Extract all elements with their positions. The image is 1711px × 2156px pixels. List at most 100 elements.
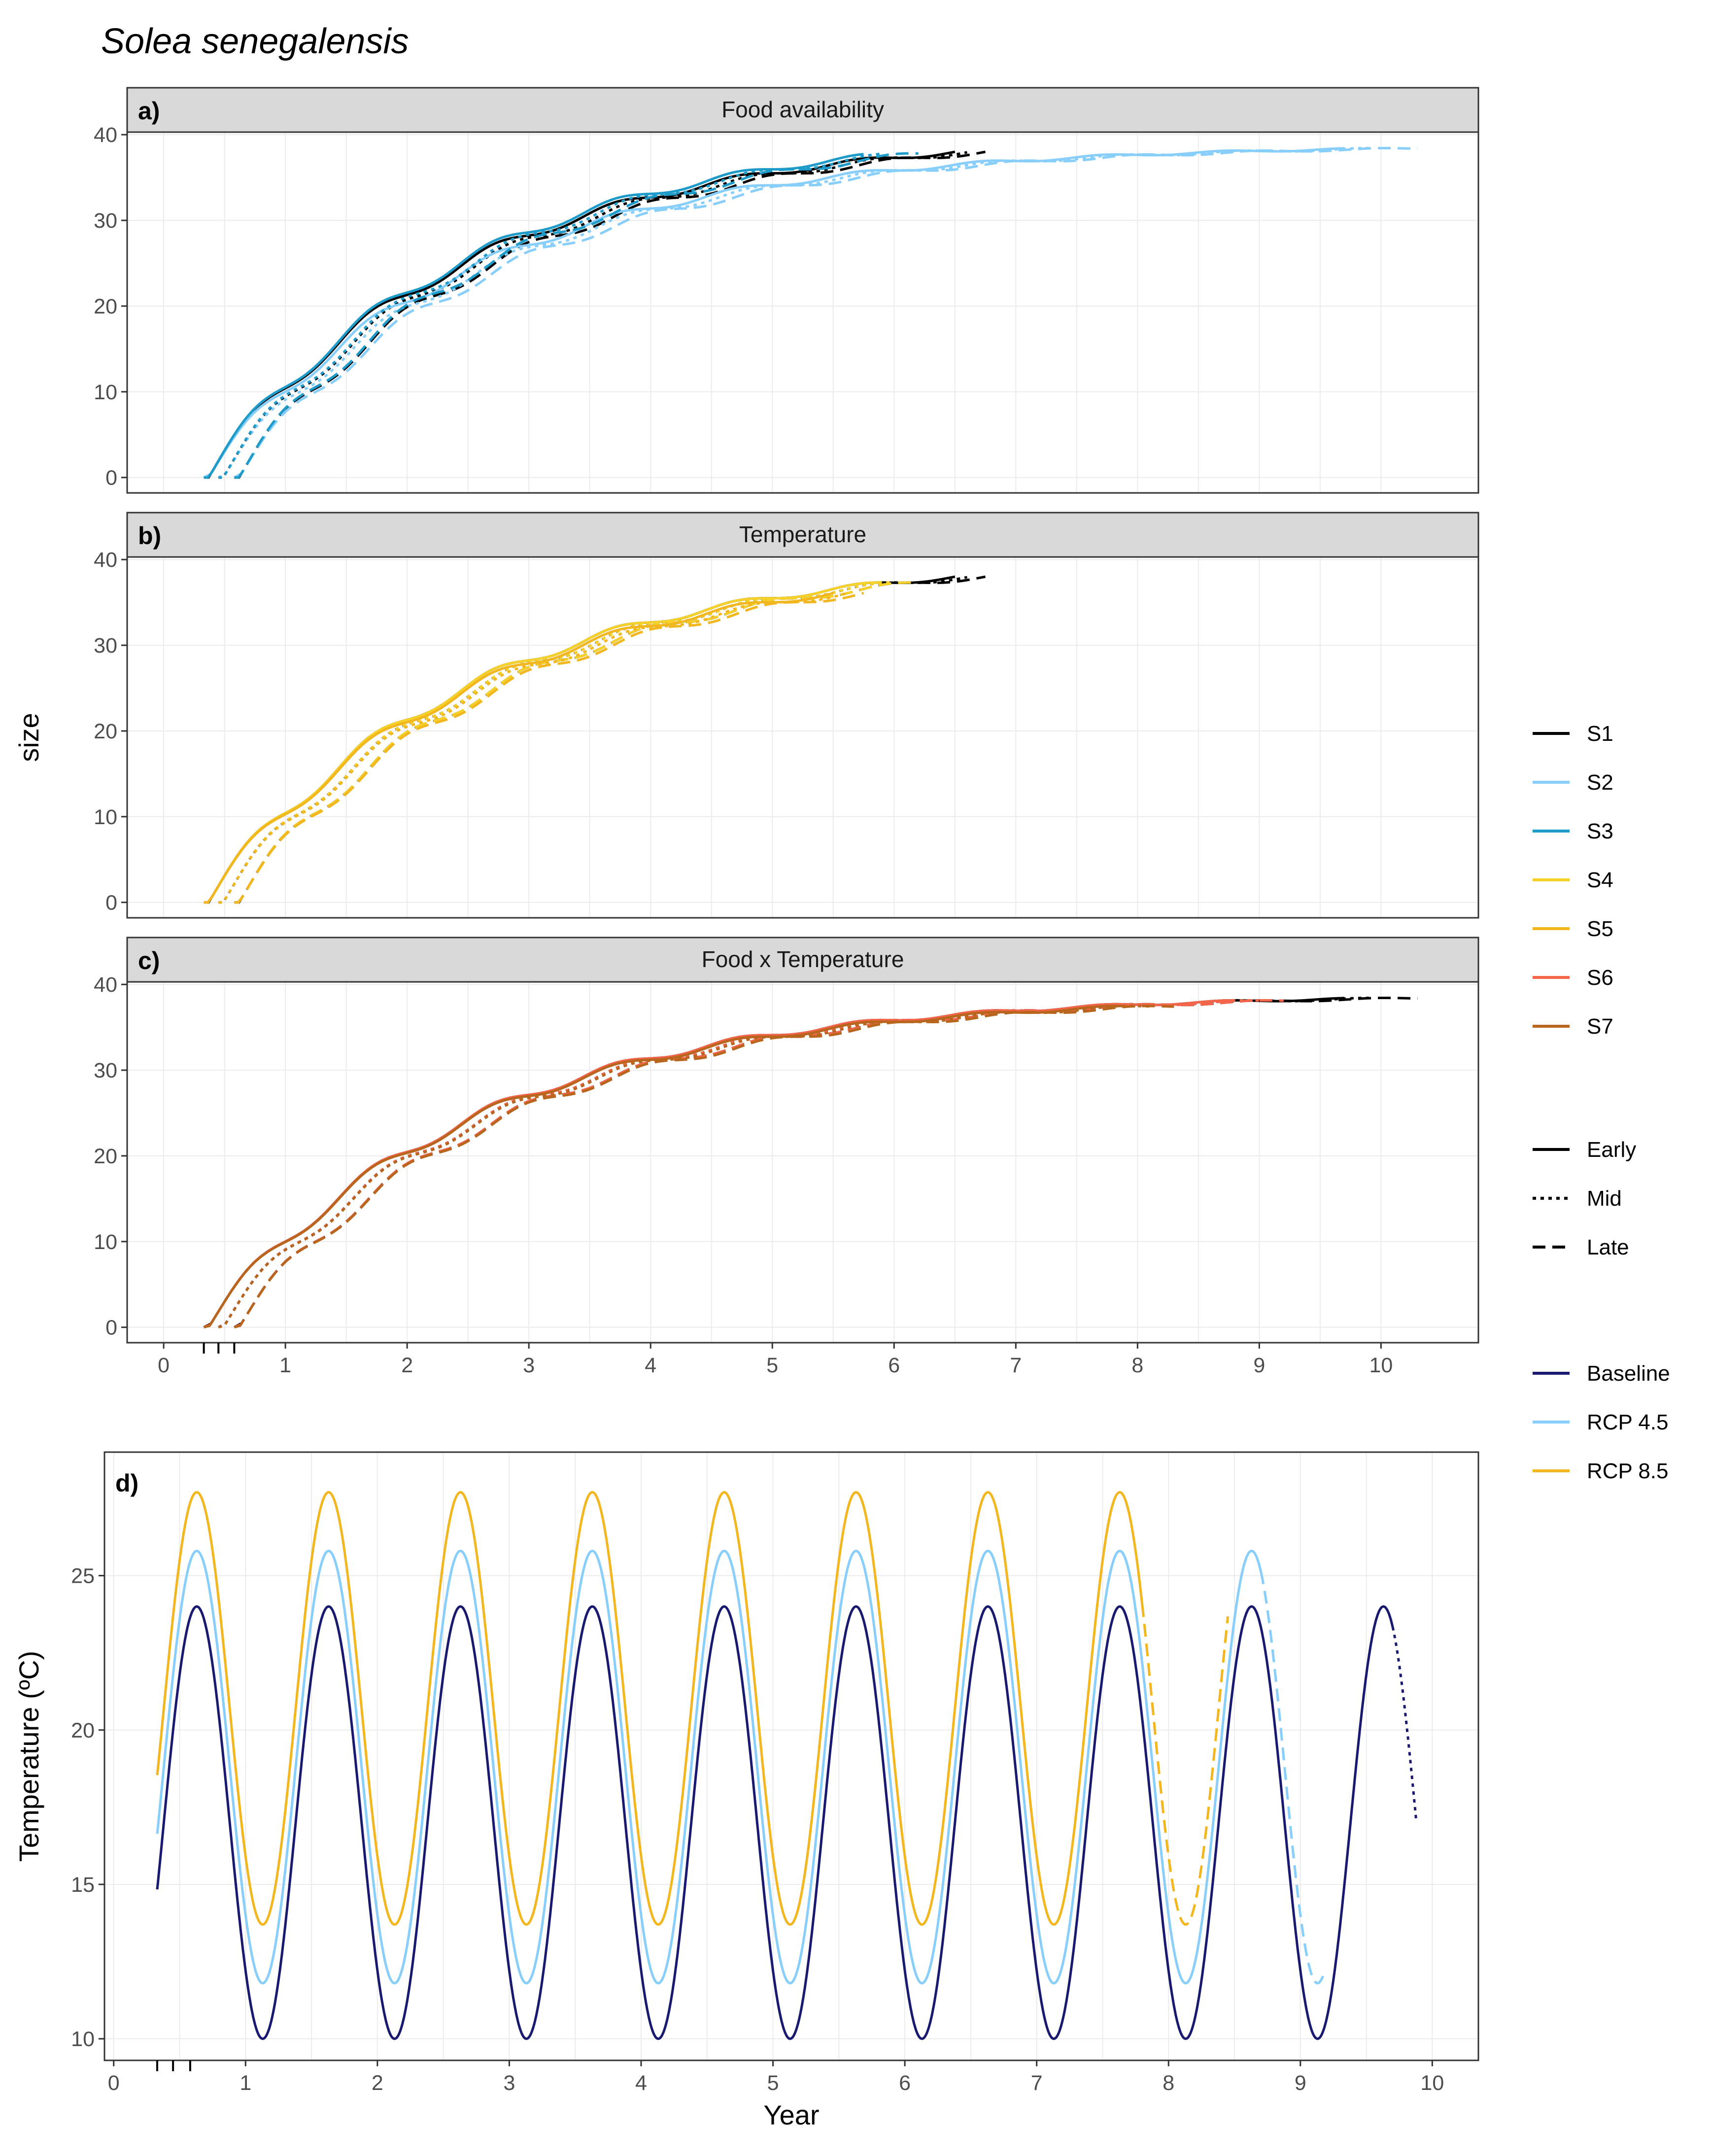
legend: S1 S2 S3 S4 S5 S6 S7 Early Mid Late Baseline RCP 4.… [1533,722,1670,1483]
y-tick-label: 20 [94,295,117,318]
series-rcp-8-5-solid [156,1491,1144,1926]
panel-background [127,132,1478,493]
y-tick-label: 20 [71,1719,95,1742]
y-tick-label: 20 [94,1145,117,1168]
strip-label: Temperature [739,522,866,547]
series-s5-early [204,591,834,904]
x-tick-label: 4 [645,1354,656,1377]
x-tick-label: 3 [523,1354,535,1377]
y-tick-label: 30 [94,209,117,233]
series-s3-late [234,152,919,479]
x-tick-label: 2 [401,1354,413,1377]
y-tick-label: 0 [105,466,117,490]
legend-item-s2: S2 [1533,770,1613,795]
x-tick-label: 1 [240,2071,251,2095]
x-tick-label: 9 [1253,1354,1265,1377]
series-s3-early [204,153,864,479]
y-tick-label: 20 [94,720,117,743]
panel-d: d) 10 15 20 25 0 1 2 3 4 5 6 7 8 9 10 Year Temperature (º… [13,1451,1479,2130]
series-rcp-4-5-solid [156,1549,1262,1984]
y-tick-label: 10 [94,381,117,404]
legend-item-s6: S6 [1533,966,1613,990]
legend-label: S4 [1587,868,1613,892]
x-tick-label: 5 [767,2071,779,2095]
y-tick-label: 30 [94,634,117,658]
figure-title: Solea senegalensis [101,22,409,61]
panel-a: Food availability a) 0 10 20 30 40 [94,87,1479,494]
legend-label: S6 [1587,966,1613,990]
y-tick-label: 40 [94,973,117,997]
panel-border [103,1451,1479,2061]
series-s5-mid [218,592,846,904]
x-tick-label: 10 [1369,1354,1393,1377]
legend-label: S5 [1587,917,1613,941]
panel-b: Temperature b) 0 10 20 30 40 [94,512,1479,919]
panel-letter: b) [138,522,161,550]
legend-label: Early [1587,1138,1636,1162]
series-baseline-dotted [1391,1627,1418,1823]
x-tick-label: 8 [1131,1354,1143,1377]
series-s2-late [234,147,1418,479]
panel-border [126,131,1479,494]
series-s5-late [234,591,864,904]
panel-border [126,981,1479,1344]
series-baseline-solid [156,1605,1394,2040]
legend-label: S2 [1587,770,1613,795]
panel-letter: a) [138,97,160,125]
panel-c: Food x Temperature c) 0 10 20 30 40 0 1 2 3 4 5 6 7 8 9 1… [94,937,1479,1377]
legend-item-s5: S5 [1533,917,1613,941]
y-axis-title: Temperature (ºC) [13,1651,44,1862]
legend-label: Late [1587,1235,1629,1259]
legend-item-rcp-4-5: RCP 4.5 [1533,1410,1669,1434]
x-tick-label: 7 [1010,1354,1022,1377]
panel-letter: d) [115,1469,138,1497]
y-tick-label: 0 [105,891,117,915]
legend-label: S7 [1587,1014,1613,1039]
x-tick-label: 9 [1295,2071,1306,2095]
y-tick-label: 0 [105,1316,117,1340]
panel-background [104,1452,1478,2060]
x-tick-label: 0 [158,1354,170,1377]
legend-item-late: Late [1533,1235,1629,1259]
legend-label: RCP 8.5 [1587,1459,1669,1483]
panels-group: Food availabilitya)010203040Temperatureb… [13,87,1479,2130]
panel-background [127,557,1478,918]
y-tick-label: 25 [71,1565,95,1588]
x-tick-label: 6 [888,1354,900,1377]
panel-border [126,556,1479,919]
legend-label: Mid [1587,1186,1622,1211]
legend-item-s4: S4 [1533,868,1613,892]
panel-background [127,982,1478,1343]
strip-background [126,512,1479,558]
series-rcp-8-5-dashed [1141,1604,1230,1926]
y-tick-label: 40 [94,123,117,147]
x-tick-label: 5 [766,1354,778,1377]
legend-label: Baseline [1587,1361,1670,1386]
legend-item-early: Early [1533,1138,1636,1162]
legend-label: RCP 4.5 [1587,1410,1669,1434]
legend-item-s3: S3 [1533,819,1613,843]
strip-label: Food x Temperature [702,946,904,972]
y-tick-label: 10 [94,805,117,829]
x-tick-label: 6 [899,2071,911,2095]
y-tick-label: 10 [94,1230,117,1254]
x-tick-label: 2 [372,2071,383,2095]
legend-label: S1 [1587,722,1613,746]
legend-item-baseline: Baseline [1533,1361,1670,1386]
series-s3-mid [218,152,882,479]
x-axis-title: Year [763,2099,819,2130]
series-rcp-4-5-dashed [1260,1571,1326,1984]
x-tick-label: 0 [108,2071,120,2095]
x-tick-label: 4 [635,2071,647,2095]
x-tick-label: 1 [279,1354,291,1377]
y-tick-label: 15 [71,1873,95,1897]
y-tick-label: 30 [94,1059,117,1082]
x-tick-label: 3 [503,2071,515,2095]
legend-item-mid: Mid [1533,1186,1622,1211]
panel-letter: c) [138,947,160,974]
y-tick-label: 40 [94,548,117,572]
legend-label: S3 [1587,819,1613,843]
series-s7-late [234,1005,1174,1329]
x-tick-label: 10 [1420,2071,1444,2095]
